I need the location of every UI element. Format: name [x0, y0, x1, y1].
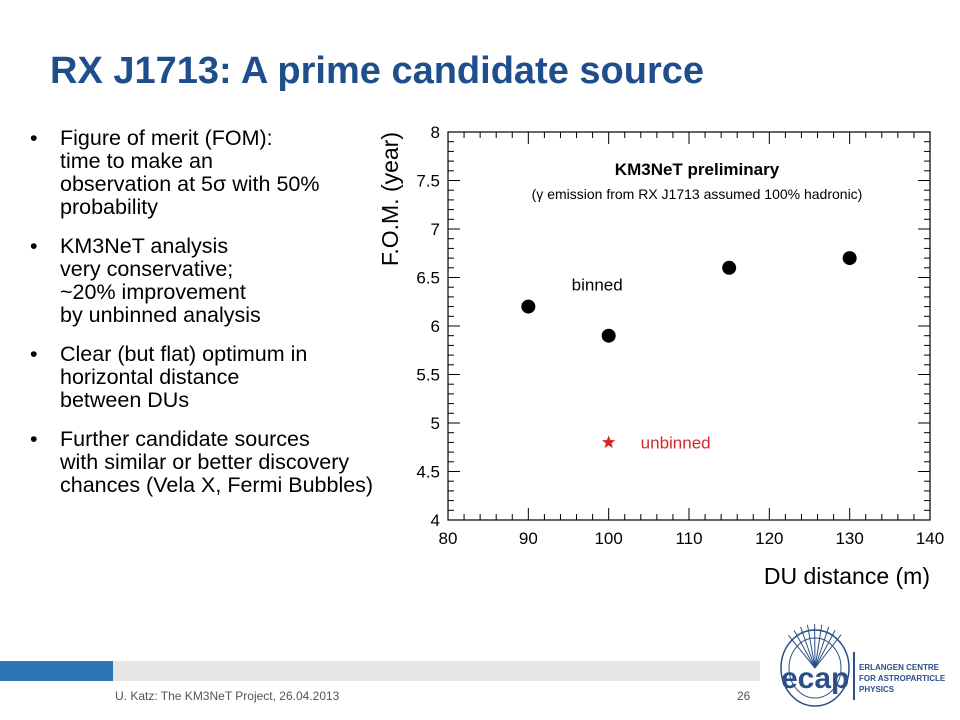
fom-scatter-chart: 80 90 100 110 120 130 140 4 4.5 5 5.5 6 6.5 7 7.5 8 DU d…: [377, 123, 944, 589]
footer-accent: [0, 661, 113, 681]
y-tick-label: 5: [431, 414, 440, 433]
y-tick-label: 6.5: [416, 269, 440, 288]
x-axis-title: DU distance (m): [764, 563, 930, 589]
series-label-unbinned: unbinned: [641, 433, 711, 452]
x-tick-label: 100: [594, 529, 622, 548]
bullet-text-line: chances (Vela X, Fermi Bubbles): [60, 473, 374, 497]
bullet-text-line: horizontal distance: [60, 365, 240, 389]
bullet-marker: •: [30, 342, 38, 366]
x-tick-label: 120: [755, 529, 783, 548]
bullet-list: • Figure of merit (FOM): time to make an ob…: [30, 127, 450, 513]
logo-ray: [806, 624, 816, 669]
logo-ray: [787, 634, 816, 669]
y-tick-label: 4.5: [416, 463, 440, 482]
bullet-text-line: Figure of merit (FOM):: [60, 126, 273, 150]
chart-title: KM3NeT preliminary: [615, 160, 780, 179]
logo-ray: [814, 624, 823, 669]
footer-text: U. Katz: The KM3NeT Project, 26.04.2013: [115, 689, 340, 703]
bullet-marker: •: [30, 126, 38, 150]
logo-ray: [800, 626, 816, 669]
bullet-text-line: Further candidate sources: [60, 427, 310, 451]
chart-subtitle: (γ emission from RX J1713 assumed 100% h…: [532, 186, 863, 202]
logo-ray: [814, 634, 842, 669]
logo-ray: [814, 629, 836, 669]
bullet-text-line: between DUs: [60, 388, 190, 412]
ecap-logo: ecap ERLANGEN CENTRE FOR ASTROPARTICLE PHYS…: [780, 623, 946, 707]
bullet-text-line: probability: [60, 195, 158, 219]
y-tick-label: 4: [431, 511, 440, 530]
bullet-item: • Clear (but flat) optimum in horizontal d…: [30, 343, 450, 412]
y-tick-label: 5.5: [416, 366, 440, 385]
x-tick-label: 110: [675, 529, 702, 548]
logo-text-line: ERLANGEN CENTRE: [859, 663, 940, 672]
bullet-text-line: very conservative;: [60, 257, 234, 281]
data-point-unbinned: [602, 435, 616, 449]
bullet-text-line: KM3NeT analysis: [60, 234, 229, 258]
logo-text-line: PHYSICS: [859, 685, 895, 694]
logo-ray: [814, 626, 830, 669]
footer-rule: [113, 661, 760, 681]
bullet-text-line: ~20% improvement: [60, 280, 246, 304]
y-tick-label: 8: [431, 123, 440, 142]
data-point-binned: [722, 260, 737, 275]
slide-title: RX J1713: A prime candidate source: [50, 50, 704, 92]
x-tick-label: 140: [916, 529, 944, 548]
bullet-text-line: by unbinned analysis: [60, 303, 261, 327]
bullet-marker: •: [30, 427, 38, 451]
logo-wordmark: ecap: [781, 662, 849, 695]
x-tick-label: 80: [439, 529, 458, 548]
series-label-binned: binned: [572, 276, 623, 295]
bullet-text-line: observation at 5σ with 50%: [60, 172, 320, 196]
bullet-item: • Figure of merit (FOM): time to make an ob…: [30, 127, 450, 219]
data-point-binned: [842, 251, 857, 266]
bullet-text-line: with similar or better discovery: [60, 450, 350, 474]
bullet-item: • KM3NeT analysis very conservative; ~20% i…: [30, 235, 450, 327]
logo-ray: [793, 630, 816, 669]
bullet-text-line: time to make an: [60, 149, 213, 173]
y-tick-label: 7: [431, 220, 440, 239]
y-axis-title: F.O.M. (year): [377, 132, 403, 266]
y-tick-label: 7.5: [416, 172, 440, 191]
x-tick-label: 90: [519, 529, 538, 548]
bullet-marker: •: [30, 234, 38, 258]
bullet-text-line: Clear (but flat) optimum in: [60, 342, 308, 366]
y-tick-label: 6: [431, 317, 440, 336]
data-point-binned: [601, 328, 616, 343]
page-number: 26: [737, 689, 751, 703]
data-point-binned: [521, 299, 536, 314]
bullet-item: • Further candidate sources with similar o…: [30, 428, 450, 497]
x-tick-label: 130: [835, 529, 863, 548]
logo-text-line: FOR ASTROPARTICLE: [859, 674, 946, 683]
footer-bar: [0, 661, 760, 681]
